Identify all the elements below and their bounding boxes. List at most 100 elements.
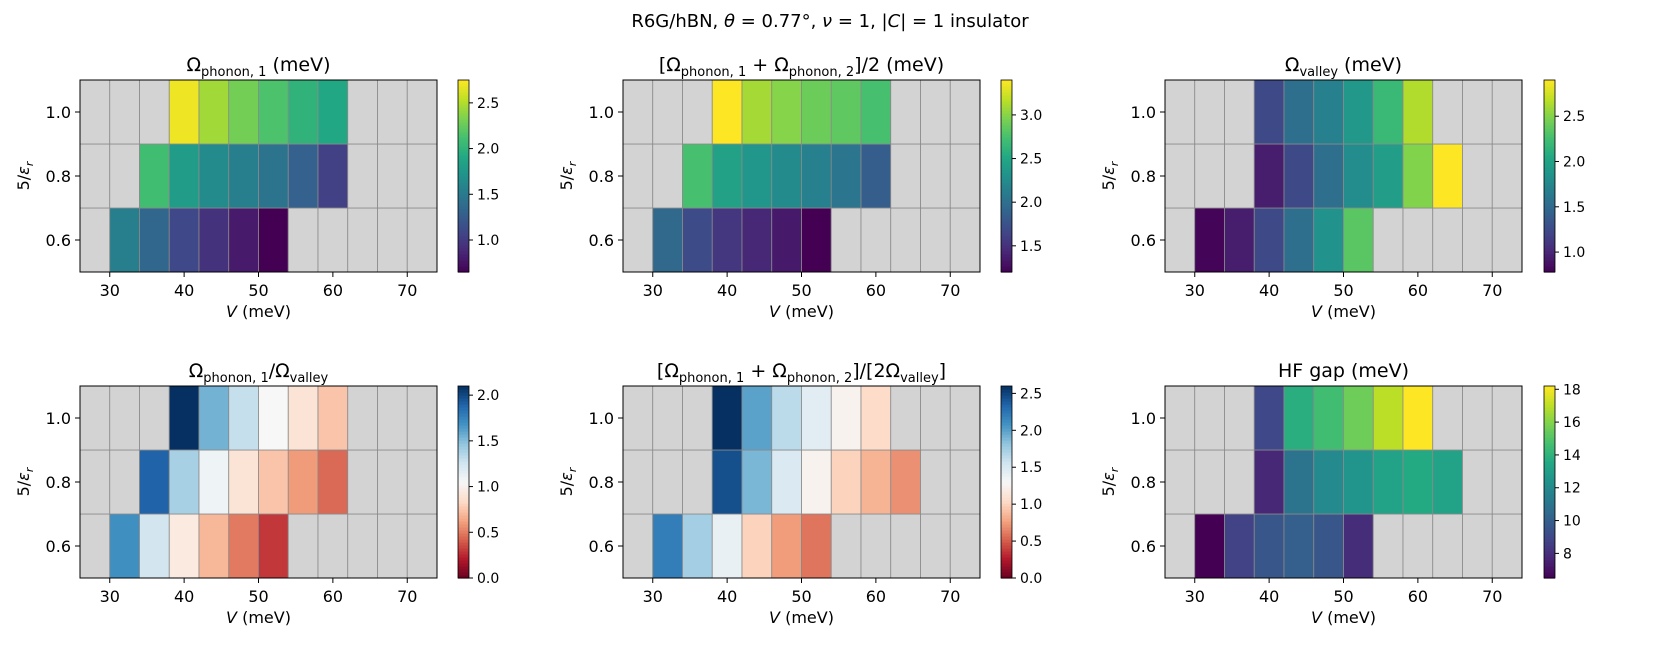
colorbar-swatch [1001, 545, 1012, 549]
heatmap-cell-missing [1164, 385, 1196, 451]
colorbar-swatch [1001, 158, 1012, 162]
colorbar-swatch [1544, 248, 1555, 252]
colorbar-swatch [1544, 401, 1555, 405]
heatmap-cell [287, 79, 319, 145]
colorbar-swatch [458, 404, 469, 408]
colorbar-swatch [1544, 131, 1555, 135]
x-axis-label: V (meV) [769, 608, 834, 627]
colorbar-swatch [1001, 530, 1012, 534]
colorbar-frame [1543, 385, 1556, 579]
colorbar-swatch [458, 116, 469, 120]
heatmap-cell [1253, 385, 1285, 451]
heatmap-cell-missing [79, 79, 111, 145]
colorbar-swatch [458, 467, 469, 471]
colorbar-tick-label: 1.0 [1020, 497, 1042, 513]
colorbar-swatch [1544, 203, 1555, 207]
colorbar-swatch [1544, 530, 1555, 534]
colorbar-swatch [1544, 161, 1555, 165]
heatmap-cell-missing [139, 385, 170, 451]
colorbar-swatch [458, 530, 469, 534]
colorbar-swatch [1001, 92, 1012, 96]
colorbar-swatch [458, 95, 469, 99]
colorbar-swatch [1544, 404, 1555, 408]
colorbar-swatch [458, 515, 469, 519]
colorbar-swatch [1544, 158, 1555, 162]
colorbar-swatch [1544, 95, 1555, 99]
heatmap-cell [317, 385, 349, 451]
colorbar-swatch [458, 407, 469, 411]
colorbar-swatch [1001, 497, 1012, 501]
x-tick-label: 60 [1408, 281, 1428, 300]
y-tick-label: 1.0 [46, 409, 71, 428]
colorbar-swatch [1001, 218, 1012, 222]
colorbar: 1.0 1.5 2.0 2.5 [1543, 79, 1585, 273]
figure-suptitle: R6G/hBN, θ = 0.77°, ν = 1, |C| = 1 insul… [631, 11, 1029, 32]
heatmap-cell [1372, 449, 1404, 515]
colorbar-swatch [458, 416, 469, 420]
heatmap-cell-missing [949, 143, 981, 209]
colorbar: 1.0 1.5 2.0 2.5 [457, 79, 499, 273]
colorbar-swatch [458, 182, 469, 186]
heatmap-cell-missing [1462, 513, 1493, 579]
colorbar-swatch [458, 443, 469, 447]
colorbar-swatch [1001, 161, 1012, 165]
x-tick-label: 70 [397, 587, 417, 606]
heatmap-cell [682, 143, 713, 209]
colorbar-swatch [458, 200, 469, 204]
heatmap-cell [1283, 449, 1315, 515]
heatmap-cell [801, 79, 832, 145]
heatmap-cell-missing [1491, 513, 1523, 579]
colorbar-swatch [1001, 242, 1012, 246]
colorbar-tick-label: 2.5 [477, 96, 499, 112]
y-tick-label: 0.8 [1131, 167, 1156, 186]
colorbar-swatch [458, 401, 469, 405]
colorbar-frame [1000, 385, 1013, 579]
heatmap-panel-1: 30 40 50 60 70 0.6 0.8 1.0 V (meV) 5/εr Ωphonon, 1… [14, 54, 499, 321]
colorbar-swatch [1001, 101, 1012, 105]
colorbar-swatch [458, 413, 469, 417]
x-tick-label: 50 [248, 281, 268, 300]
heatmap-cell [741, 385, 773, 451]
heatmap-cell [198, 449, 230, 515]
colorbar-swatch [458, 479, 469, 483]
colorbar-swatch [458, 224, 469, 228]
heatmap-cell-missing [920, 385, 951, 451]
heatmap-cell-missing [652, 385, 683, 451]
colorbar-tick-label: 16 [1563, 415, 1581, 431]
colorbar-swatch [458, 179, 469, 183]
heatmap-cell-missing [1402, 513, 1434, 579]
colorbar-swatch [1544, 239, 1555, 243]
colorbar-swatch [1544, 512, 1555, 516]
colorbar-swatch [1001, 239, 1012, 243]
colorbar-swatch [1001, 107, 1012, 111]
heatmap-cell [1283, 143, 1315, 209]
colorbar-swatch [1001, 563, 1012, 567]
heatmap-cell [168, 449, 200, 515]
colorbar-swatch [458, 104, 469, 108]
y-tick-label: 0.8 [46, 167, 71, 186]
colorbar-swatch [1001, 455, 1012, 459]
heatmap-cell-missing [347, 449, 378, 515]
colorbar-swatch [458, 107, 469, 111]
heatmap-cell [1253, 513, 1285, 579]
colorbar-swatch [1001, 434, 1012, 438]
heatmap-cell [830, 385, 862, 451]
colorbar-swatch [1544, 395, 1555, 399]
colorbar-tick-label: 12 [1563, 481, 1581, 497]
colorbar-tick-label: 1.0 [1563, 245, 1585, 261]
colorbar-swatch [1001, 110, 1012, 114]
heatmap-cell-missing [139, 79, 170, 145]
heatmap-cell-missing [652, 143, 683, 209]
colorbar-tick-label: 1.5 [1020, 239, 1042, 255]
x-tick-label: 60 [1408, 587, 1428, 606]
heatmap-cell-missing [682, 79, 713, 145]
y-tick-label: 1.0 [1131, 103, 1156, 122]
x-tick-label: 70 [1482, 281, 1502, 300]
heatmap-cell [1343, 207, 1374, 273]
colorbar-swatch [1001, 494, 1012, 498]
heatmap-cell-missing [1462, 207, 1493, 273]
x-tick-label: 30 [1185, 281, 1205, 300]
x-tick-label: 70 [1482, 587, 1502, 606]
colorbar-swatch [1001, 209, 1012, 213]
colorbar-swatch [1544, 92, 1555, 96]
